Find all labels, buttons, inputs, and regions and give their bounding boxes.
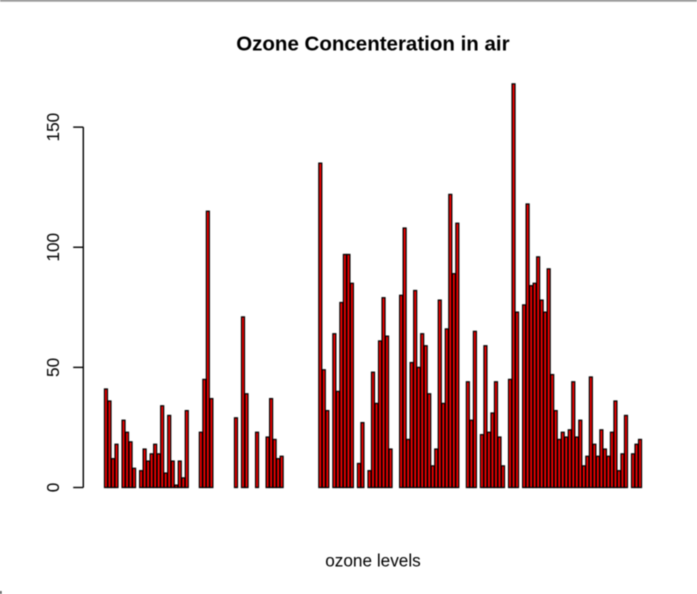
svg-text:150: 150 (43, 113, 63, 142)
svg-text:0: 0 (43, 483, 63, 493)
svg-text:ozone levels: ozone levels (325, 551, 421, 571)
svg-text:Ozone Concenteration in air: Ozone Concenteration in air (236, 32, 509, 55)
svg-text:50: 50 (43, 358, 63, 377)
svg-text:100: 100 (43, 233, 63, 262)
